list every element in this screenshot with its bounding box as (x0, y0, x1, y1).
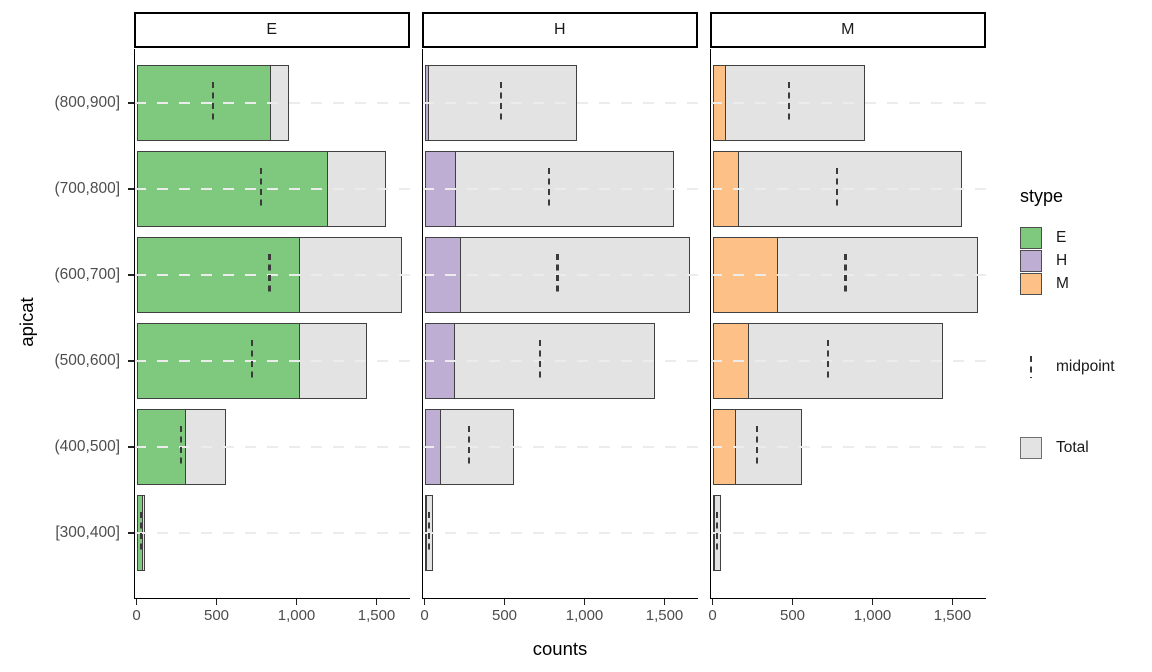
series-bar (712, 323, 750, 399)
x-axis-tick (215, 599, 218, 605)
x-axis-tick (951, 599, 954, 605)
series-bar (424, 65, 430, 141)
gridline (423, 532, 698, 534)
facet-strip-m: M (710, 12, 986, 48)
series-bar (712, 151, 740, 227)
legend-label-total: Total (1056, 439, 1089, 456)
series-bar (424, 237, 462, 313)
midpoint-tick (268, 254, 271, 296)
plot-area-h: 0 500 1,000 1,500 (420, 49, 698, 624)
facet-strip-label: M (841, 21, 855, 38)
series-bar (136, 65, 271, 141)
midpoint-tick (250, 340, 254, 382)
midpoint-tick (548, 168, 551, 210)
x-axis-tick (791, 599, 794, 605)
series-bar (424, 409, 442, 485)
facet-strip-label: H (553, 21, 567, 38)
midpoint-tick (844, 254, 847, 296)
legend-label-m: M (1056, 275, 1069, 292)
x-axis-tick (871, 599, 874, 605)
midpoint-tick (715, 512, 718, 554)
x-axis-tick-label: 1,000 (277, 607, 316, 624)
midpoint-tick (139, 512, 142, 554)
y-axis-label: (400,500] (54, 438, 121, 455)
y-axis-title: apicat (16, 297, 37, 347)
y-axis-label: [300,400] (55, 524, 120, 541)
x-axis-title: counts (532, 638, 588, 659)
x-axis-tick-label: 0 (132, 607, 141, 624)
y-axis-tick (128, 532, 135, 534)
legend-label-midpoint: midpoint (1056, 358, 1115, 375)
x-axis-tick-label: 1,500 (933, 607, 972, 624)
midpoint-tick (538, 340, 542, 382)
x-axis-tick (711, 599, 714, 605)
plot-area-e: 0 500 1,000 1,500 (132, 49, 410, 624)
midpoint-tick (468, 426, 471, 468)
y-axis-tick (128, 102, 135, 104)
gridline (135, 532, 410, 534)
series-bar (136, 323, 300, 399)
x-axis-tick-label: 500 (491, 607, 518, 624)
y-axis-label: (800,900] (54, 94, 121, 111)
x-axis-tick (423, 599, 426, 605)
series-bar (712, 495, 715, 571)
midpoint-tick (180, 426, 183, 468)
legend-swatch-e (1020, 227, 1042, 249)
legend-swatch-total (1020, 437, 1042, 459)
facet-strip-e: E (134, 12, 410, 48)
facet-strip-h: H (422, 12, 698, 48)
series-bar (136, 237, 300, 313)
x-axis-tick (375, 599, 378, 605)
x-axis-tick-label: 0 (420, 607, 429, 624)
x-axis-tick-label: 1,000 (853, 607, 892, 624)
midpoint-tick (787, 82, 790, 124)
legend-swatch-h (1020, 250, 1042, 272)
midpoint-tick (427, 512, 430, 554)
series-bar (424, 323, 456, 399)
x-axis-tick-label: 500 (779, 607, 806, 624)
x-axis-tick-label: 1,500 (645, 607, 684, 624)
x-axis-tick (135, 599, 138, 605)
series-bar (712, 237, 779, 313)
series-bar (712, 65, 726, 141)
midpoint-tick (211, 82, 214, 124)
midpoint-tick (499, 82, 502, 124)
x-axis-tick (583, 599, 586, 605)
series-bar (424, 151, 457, 227)
series-bar (136, 151, 328, 227)
gridline (711, 532, 986, 534)
y-axis-label: (700,800] (54, 180, 121, 197)
midpoint-tick (756, 426, 759, 468)
x-axis-tick-label: 1,000 (565, 607, 604, 624)
y-axis-tick (128, 188, 135, 190)
midpoint-tick (260, 168, 263, 210)
legend-swatch-m (1020, 273, 1042, 295)
x-axis-tick (663, 599, 666, 605)
midpoint-tick (826, 340, 830, 382)
legend-label-e: E (1056, 229, 1067, 246)
series-bar (136, 409, 186, 485)
y-axis-tick (128, 274, 135, 276)
facet-strip-label: E (266, 21, 278, 38)
legend-title: stype (1020, 186, 1064, 206)
plot-area-m: 0 500 1,000 1,500 (708, 49, 986, 624)
x-axis-tick (503, 599, 506, 605)
x-axis-tick (295, 599, 298, 605)
y-axis-label: (600,700] (54, 266, 121, 283)
legend: stype E H M midpoint Total (1014, 186, 1152, 486)
legend-label-h: H (1056, 252, 1068, 269)
series-bar (424, 495, 427, 571)
midpoint-tick (556, 254, 559, 296)
y-axis-tick (128, 446, 135, 448)
series-bar (712, 409, 736, 485)
legend-midpoint-dash-icon (1030, 356, 1033, 378)
y-axis-label: (500,600] (54, 352, 121, 369)
x-axis-tick-label: 500 (203, 607, 230, 624)
x-axis-tick-label: 0 (708, 607, 717, 624)
y-axis-tick (128, 360, 135, 362)
x-axis-tick-label: 1,500 (357, 607, 396, 624)
midpoint-tick (836, 168, 839, 210)
